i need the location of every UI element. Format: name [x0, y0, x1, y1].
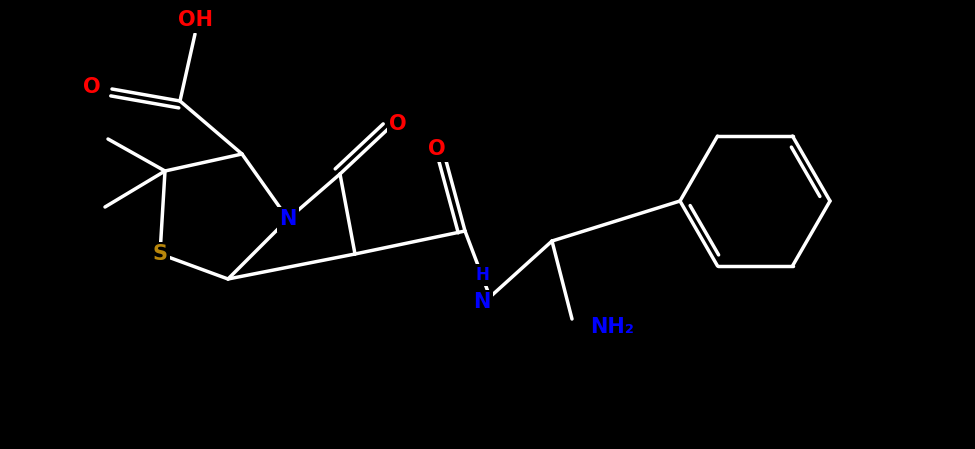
Text: N: N [473, 292, 490, 312]
Text: O: O [83, 77, 100, 97]
Text: S: S [152, 244, 168, 264]
Text: O: O [428, 139, 446, 159]
Text: O: O [389, 114, 407, 134]
Text: H: H [475, 266, 488, 284]
Text: N: N [279, 209, 296, 229]
Text: OH: OH [177, 10, 213, 30]
Text: NH₂: NH₂ [590, 317, 634, 337]
